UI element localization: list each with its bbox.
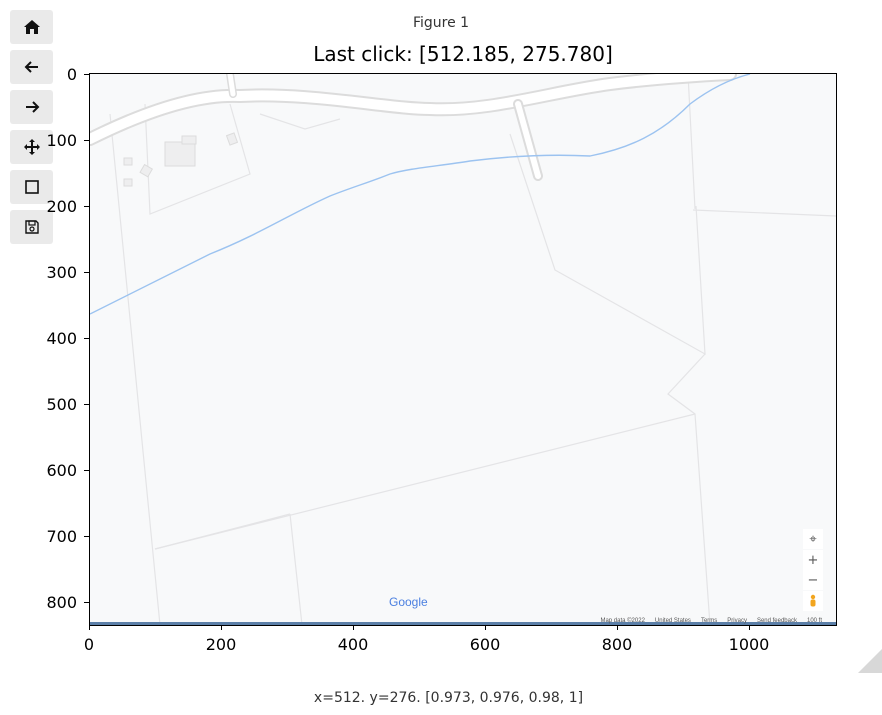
move-icon (23, 139, 40, 155)
map-image (90, 74, 836, 625)
zoom-rect-icon (24, 180, 39, 194)
y-tick-label: 300 (46, 263, 77, 282)
y-tick-mark (84, 470, 89, 471)
pegman-icon (810, 594, 816, 607)
status-bar: x=512. y=276. [0.973, 0.976, 0.98, 1] (313, 690, 584, 706)
figure-title: Figure 1 (412, 15, 470, 31)
y-tick-label: 100 (46, 131, 77, 150)
x-tick-mark (749, 625, 750, 630)
y-tick-label: 400 (46, 329, 77, 348)
zoom-button[interactable] (10, 170, 53, 204)
x-tick-mark (617, 625, 618, 630)
resize-grip-icon[interactable] (858, 649, 882, 673)
zoom-out-button[interactable]: − (803, 570, 823, 590)
y-tick-label: 600 (46, 461, 77, 480)
zoom-in-button[interactable]: + (803, 550, 823, 570)
y-tick-mark (84, 338, 89, 339)
x-tick-label: 200 (205, 635, 237, 654)
y-tick-mark (84, 404, 89, 405)
street-view-pegman[interactable] (803, 591, 823, 611)
google-logo: Google (389, 595, 428, 609)
my-location-button[interactable]: ⌖ (803, 529, 823, 549)
x-tick-mark (89, 625, 90, 630)
x-tick-mark (485, 625, 486, 630)
back-button[interactable] (10, 50, 53, 84)
zoom-controls: + − (803, 550, 823, 590)
x-tick-label: 0 (83, 635, 95, 654)
y-tick-mark (84, 140, 89, 141)
y-tick-mark (84, 206, 89, 207)
pan-button[interactable] (10, 130, 53, 164)
y-tick-label: 700 (46, 527, 77, 546)
map-attribution: Map data ©2022 United States Terms Priva… (600, 618, 822, 624)
x-tick-mark (353, 625, 354, 630)
y-tick-mark (84, 74, 89, 75)
y-tick-label: 200 (46, 197, 77, 216)
y-tick-mark (84, 536, 89, 537)
map-image-axes[interactable]: Google ⌖ + − Map data ©2022 United State… (89, 73, 837, 626)
arrow-right-icon (25, 101, 39, 113)
plot-title: Last click: [512.185, 275.780] (313, 42, 613, 66)
x-tick-label: 400 (337, 635, 369, 654)
arrow-left-icon (24, 61, 38, 73)
x-tick-label: 800 (601, 635, 633, 654)
x-tick-label: 1000 (728, 635, 770, 654)
x-tick-label: 600 (469, 635, 501, 654)
y-tick-label: 800 (46, 593, 77, 612)
home-icon (23, 20, 40, 34)
x-tick-mark (221, 625, 222, 630)
y-tick-label: 0 (66, 65, 77, 84)
y-tick-mark (84, 272, 89, 273)
y-tick-mark (84, 602, 89, 603)
home-button[interactable] (10, 10, 53, 44)
crosshair-icon: ⌖ (809, 531, 817, 547)
y-tick-label: 500 (46, 395, 77, 414)
floppy-disk-icon (24, 220, 39, 234)
forward-button[interactable] (10, 90, 53, 124)
toolbar (10, 10, 53, 250)
save-button[interactable] (10, 210, 53, 244)
